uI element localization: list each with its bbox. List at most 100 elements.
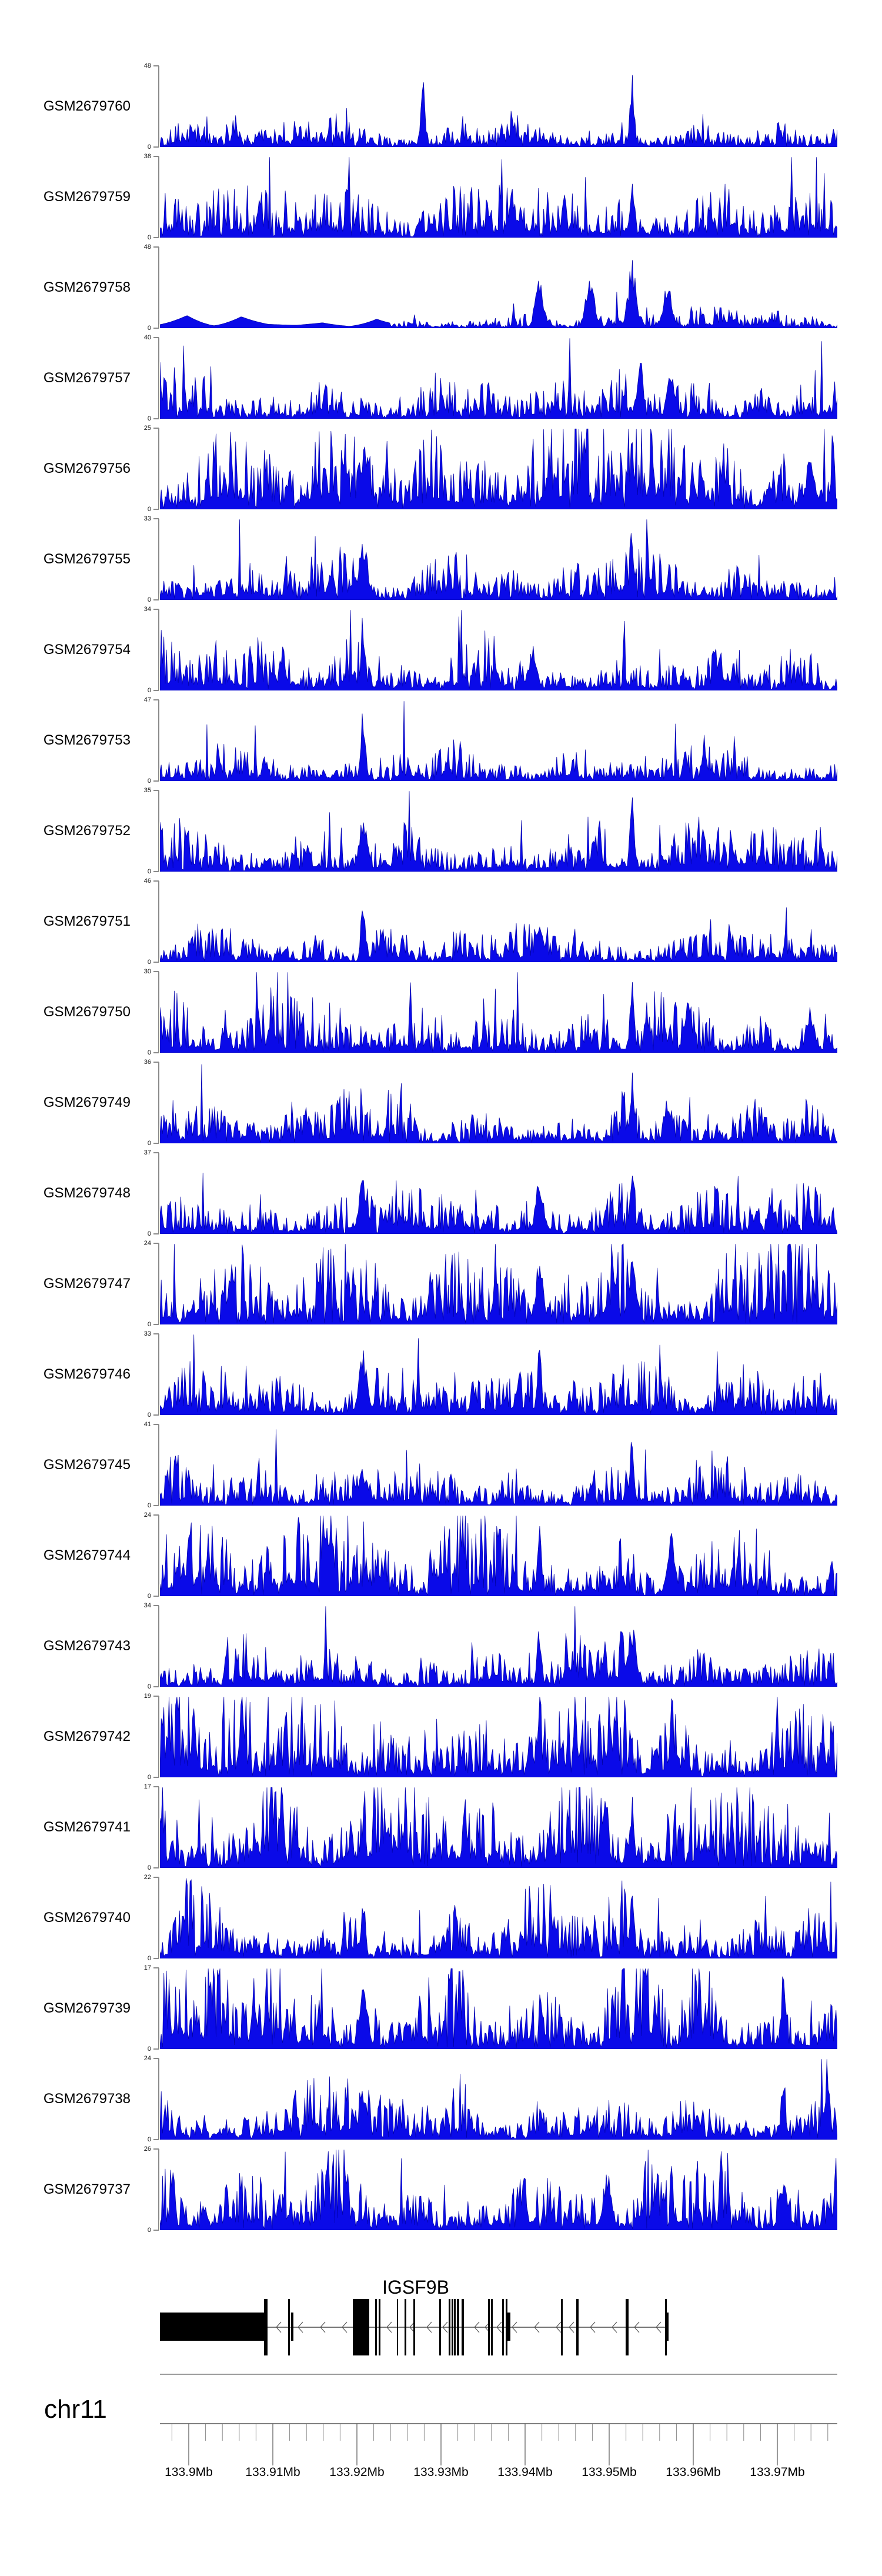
y-axis-top-tick — [153, 1152, 159, 1153]
coverage-polygon — [160, 1516, 837, 1596]
coverage-track-row: GSM2679759 38 0 — [0, 153, 882, 241]
coverage-polygon — [160, 791, 837, 872]
strand-arrow-icon — [442, 2321, 448, 2333]
coverage-polygon — [160, 1606, 837, 1687]
y-axis-bottom-tick — [153, 1777, 159, 1778]
coverage-track-row: GSM2679749 36 0 — [0, 1059, 882, 1147]
y-axis-line — [158, 881, 159, 962]
coverage-polygon — [160, 260, 837, 328]
ruler-tick-label: 133.94Mb — [497, 2465, 553, 2479]
y-max-label: 36 — [143, 1059, 151, 1066]
y-max-label: 19 — [143, 1693, 151, 1700]
ruler-tick-label: 133.9Mb — [165, 2465, 213, 2479]
track-label: GSM2679743 — [43, 1638, 131, 1654]
y-max-label: 41 — [143, 1421, 151, 1428]
ruler-tick-label: 133.97Mb — [750, 2465, 805, 2479]
coverage-track-row: GSM2679752 35 0 — [0, 787, 882, 875]
y-axis-line — [158, 1968, 159, 2049]
y-axis-bottom-tick — [153, 871, 159, 872]
y-zero-label: 0 — [147, 1955, 151, 1962]
coverage-track-row: GSM2679743 34 0 — [0, 1602, 882, 1690]
coverage-track-row: GSM2679751 46 0 — [0, 877, 882, 966]
y-axis-line — [158, 1787, 159, 1868]
track-label: GSM2679747 — [43, 1276, 131, 1292]
ruler-tick-label: 133.96Mb — [666, 2465, 721, 2479]
coverage-polygon — [160, 428, 837, 509]
strand-arrow-icon — [534, 2321, 540, 2333]
y-axis-top-tick — [153, 1243, 159, 1244]
y-axis-bottom-tick — [153, 2230, 159, 2231]
coverage-polygon — [160, 1243, 837, 1324]
track-label: GSM2679741 — [43, 1819, 131, 1835]
y-axis-line — [158, 1515, 159, 1596]
coverage-track-row: GSM2679757 40 0 — [0, 334, 882, 422]
y-axis-top-tick — [153, 156, 159, 157]
coverage-track-row: GSM2679746 33 0 — [0, 1330, 882, 1419]
y-axis-top-tick — [153, 1514, 159, 1516]
coverage-polygon — [160, 157, 837, 238]
track-label: GSM2679756 — [43, 461, 131, 476]
y-axis-line — [158, 1243, 159, 1324]
y-axis-line — [158, 1606, 159, 1687]
y-zero-label: 0 — [147, 1683, 151, 1690]
y-max-label: 24 — [143, 1511, 151, 1519]
y-axis-line — [158, 609, 159, 690]
y-zero-label: 0 — [147, 778, 151, 785]
track-label: GSM2679760 — [43, 98, 131, 114]
coverage-polygon — [160, 1697, 837, 1777]
track-label: GSM2679755 — [43, 551, 131, 567]
y-zero-label: 0 — [147, 1321, 151, 1328]
strand-arrow-icon — [512, 2321, 517, 2333]
track-label: GSM2679738 — [43, 2091, 131, 2107]
y-axis-bottom-tick — [153, 146, 159, 148]
y-axis-bottom-tick — [153, 2139, 159, 2140]
y-max-label: 40 — [143, 334, 151, 341]
coverage-track-row: GSM2679755 33 0 — [0, 515, 882, 603]
y-axis-line — [158, 1334, 159, 1415]
track-label: GSM2679745 — [43, 1457, 131, 1473]
strand-arrow-icon — [590, 2321, 596, 2333]
y-axis-line — [158, 247, 159, 328]
y-zero-label: 0 — [147, 1140, 151, 1147]
coverage-track-row: GSM2679748 37 0 — [0, 1149, 882, 1237]
y-axis-top-tick — [153, 790, 159, 791]
separator-line — [160, 2374, 837, 2375]
track-label: GSM2679737 — [43, 2181, 131, 2197]
y-max-label: 48 — [143, 243, 151, 251]
coverage-polygon — [160, 1172, 837, 1234]
y-axis-bottom-tick — [153, 780, 159, 782]
ruler-tick-label: 133.93Mb — [413, 2465, 469, 2479]
track-label: GSM2679744 — [43, 1547, 131, 1563]
y-axis-bottom-tick — [153, 1324, 159, 1325]
y-zero-label: 0 — [147, 959, 151, 966]
track-label: GSM2679750 — [43, 1004, 131, 1020]
y-axis-bottom-tick — [153, 1596, 159, 1597]
y-max-label: 35 — [143, 787, 151, 794]
ruler-tick-label: 133.91Mb — [245, 2465, 300, 2479]
y-axis-line — [158, 428, 159, 509]
y-axis-bottom-tick — [153, 509, 159, 510]
coverage-track-row: GSM2679753 47 0 — [0, 696, 882, 785]
y-max-label: 25 — [143, 425, 151, 432]
coverage-track-row: GSM2679745 41 0 — [0, 1421, 882, 1509]
y-axis-top-tick — [153, 1062, 159, 1063]
y-zero-label: 0 — [147, 1412, 151, 1419]
coverage-polygon — [160, 75, 837, 147]
y-zero-label: 0 — [147, 2227, 151, 2234]
strand-arrow-icon — [386, 2321, 392, 2333]
y-axis-bottom-tick — [153, 690, 159, 691]
genome-ruler — [160, 2417, 848, 2473]
y-axis-line — [158, 2149, 159, 2230]
y-axis-top-tick — [153, 246, 159, 248]
y-axis-bottom-tick — [153, 1505, 159, 1506]
y-zero-label: 0 — [147, 1230, 151, 1237]
y-axis-line — [158, 1062, 159, 1143]
y-max-label: 17 — [143, 1783, 151, 1790]
y-axis-line — [158, 1877, 159, 1958]
y-max-label: 47 — [143, 696, 151, 703]
track-label: GSM2679752 — [43, 823, 131, 839]
track-label: GSM2679740 — [43, 1910, 131, 1926]
ruler-tick-label: 133.92Mb — [329, 2465, 385, 2479]
coverage-polygon — [160, 1334, 837, 1415]
y-axis-top-tick — [153, 880, 159, 882]
